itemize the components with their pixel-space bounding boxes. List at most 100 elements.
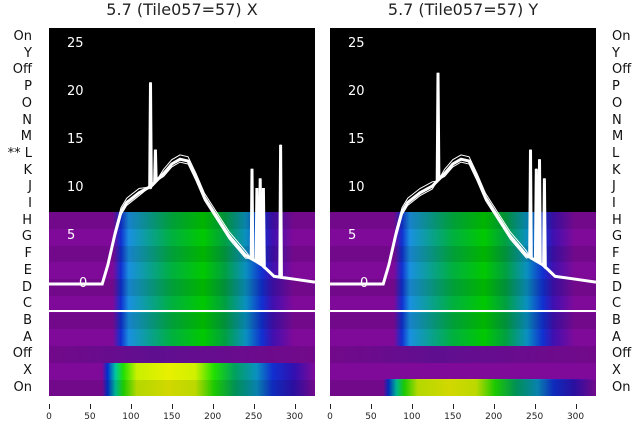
x-tick-label: 250 [245,412,263,422]
heatmap-row-b [49,312,315,330]
heatmap-row-a [49,329,315,347]
line-plot [49,82,315,286]
x-tick-label: 50 [84,412,96,422]
heatmap-row-e [330,262,596,280]
x-tick-mark [253,404,255,409]
x-tick-label: 200 [485,412,503,422]
x-tick-mark [370,404,372,409]
heatmap-row-on [330,379,596,396]
x-tick-label: 150 [444,412,462,422]
row-label: On [612,379,631,395]
x-tick-mark [171,404,173,409]
y-tick-label: 20 [67,84,84,99]
row-label: O [21,95,32,111]
heatmap-row-off [49,345,315,364]
x-tick-mark [411,404,413,409]
row-label: C [612,296,622,312]
heatmap-row-a [330,329,596,347]
row-label: Off [12,346,32,362]
x-tick-mark [575,404,577,409]
y-tick-label: 5 [348,228,357,243]
heatmap-row-x [49,362,315,380]
heatmap-row-off [330,345,596,364]
x-tick-label: 300 [285,412,304,422]
row-label: B [23,312,32,328]
row-label: X [23,363,32,378]
white-separator-line [49,310,315,313]
x-tick-label: 300 [566,412,585,422]
series-line [330,72,596,286]
row-label: A [23,329,32,345]
heatmap-row-x [330,362,596,380]
x-tick-label: 250 [526,412,544,422]
row-label: K [23,162,32,178]
panel-y: 0 5 10 15 20 25 [330,28,596,396]
row-label: D [612,279,623,295]
y-tick-label: 10 [348,180,365,195]
x-tick-mark [452,404,454,409]
row-label: J [28,179,32,195]
row-label: On [13,379,32,395]
panel-title: 5.7 (Tile057=57) X [106,0,258,19]
y-tick-label: 25 [348,36,365,51]
row-label: E [612,262,621,278]
x-tick-mark [330,404,331,409]
series-line [330,72,596,285]
row-label: On [13,29,32,44]
row-label: D [21,279,32,295]
row-label: Y [612,45,620,61]
row-label: F [612,246,620,262]
row-label: G [612,229,623,245]
panel-x: 0 5 10 15 20 25 [49,28,315,396]
heatmap-row-e [49,262,315,280]
heatmap-row-h [49,212,315,230]
row-label: P [612,79,620,95]
x-tick-label: 150 [163,412,181,422]
row-label: Off [612,346,632,362]
row-label: C [22,296,32,312]
x-tick-mark [294,404,296,409]
row-label: N [612,112,622,128]
series-line [49,82,315,285]
y-tick-label: 15 [67,132,84,147]
row-label: G [21,229,32,245]
row-label: I [28,196,32,211]
row-label: M [20,129,32,145]
row-label: J [612,179,616,195]
line-plot [330,72,596,286]
y-tick-label: 10 [67,180,84,195]
x-tick-mark [89,404,91,409]
white-separator-line [330,310,596,313]
heatmap-row-d [49,278,315,297]
row-label: L [612,145,620,161]
row-label: Y [24,45,32,61]
y-tick-label: 5 [67,228,76,243]
series-line [49,82,315,286]
series-line [330,72,596,285]
heatmap-row-c [330,295,596,313]
x-tick-mark [212,404,214,409]
row-label: N [22,112,32,128]
x-tick-label: 100 [403,412,421,422]
row-label: I [612,196,616,211]
x-tick-mark [130,404,132,409]
heatmap-row-on [49,379,315,396]
y-tick-label: 20 [348,84,365,99]
panel-title: 5.7 (Tile057=57) Y [387,0,539,19]
x-tick-label: 100 [122,412,140,422]
x-tick-label: 0 [46,412,52,422]
x-tick-mark [534,404,536,409]
heatmap-row-d [330,278,596,297]
y-tick-label: 15 [348,132,365,147]
series-line [49,82,315,285]
row-label: X [612,363,621,378]
row-label: M [612,129,624,145]
y-tick-label: 25 [67,36,84,51]
heatmap-row-b [330,312,596,330]
heatmap-row-c [49,295,315,313]
row-label: F [24,246,32,262]
row-label: E [23,262,32,278]
row-label: Off [612,62,632,78]
row-label: On [612,29,631,44]
row-label: H [612,212,622,228]
